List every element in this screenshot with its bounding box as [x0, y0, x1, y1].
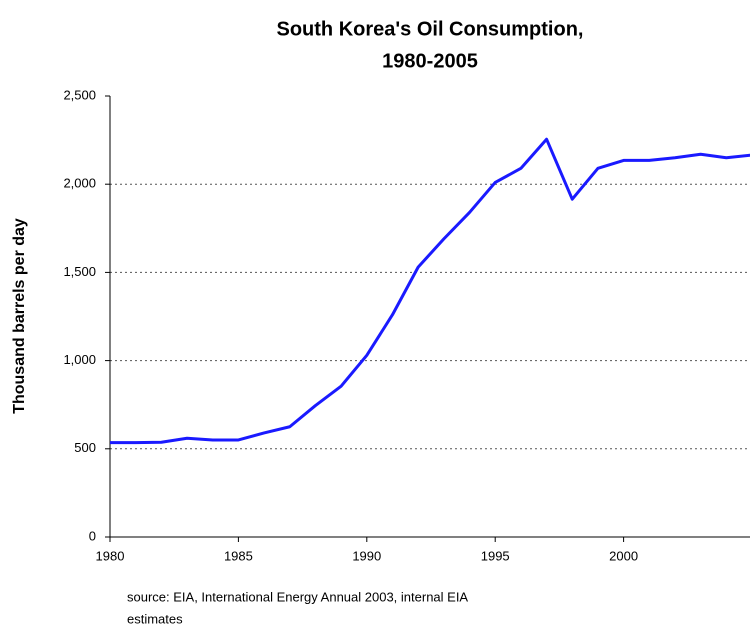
y-tick-label: 500 — [74, 440, 96, 455]
chart-title: 1980-2005 — [382, 50, 478, 72]
chart-title: South Korea's Oil Consumption, — [277, 18, 584, 40]
source-note: estimates — [127, 611, 183, 626]
x-tick-label: 1980 — [96, 548, 125, 563]
y-tick-label: 1,500 — [63, 264, 96, 279]
data-line — [110, 137, 750, 445]
x-tick-label: 1995 — [481, 548, 510, 563]
y-tick-label: 2,000 — [63, 176, 96, 191]
y-tick-label: 0 — [89, 528, 96, 543]
x-tick-label: 2000 — [609, 548, 638, 563]
x-tick-label: 1990 — [352, 548, 381, 563]
y-tick-label: 2,500 — [63, 87, 96, 102]
y-tick-label: 1,000 — [63, 352, 96, 367]
source-note: source: EIA, International Energy Annual… — [127, 589, 468, 604]
y-axis-label: Thousand barrels per day — [11, 218, 28, 414]
x-tick-label: 1985 — [224, 548, 253, 563]
